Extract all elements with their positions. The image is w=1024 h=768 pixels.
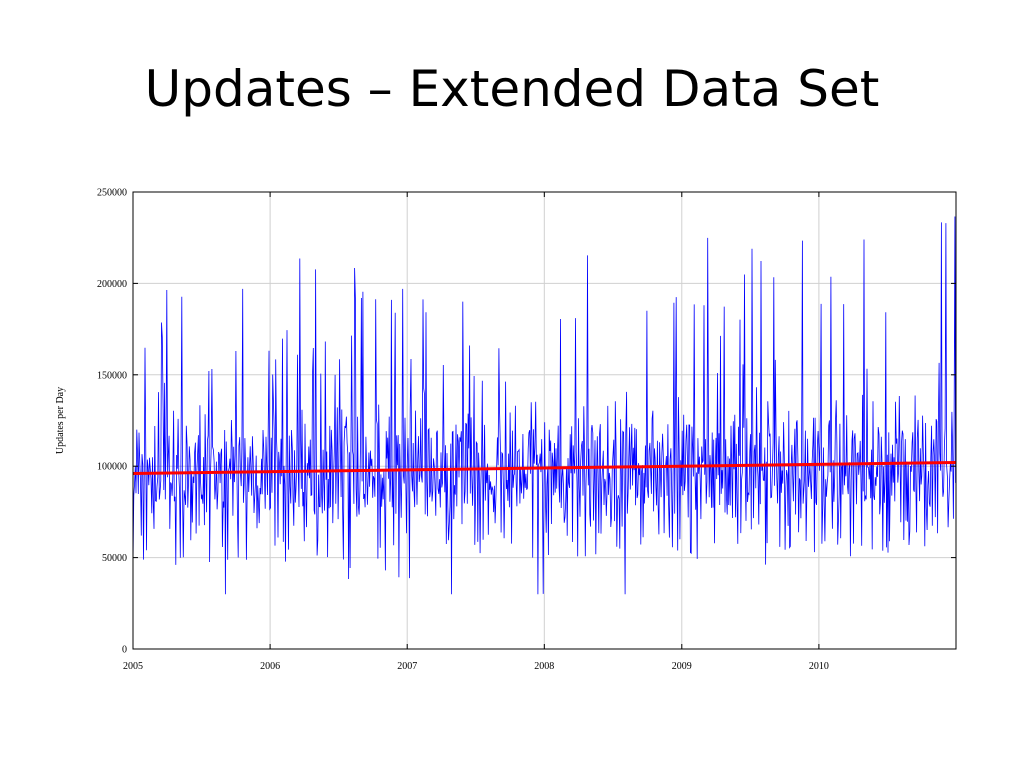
x-tick-label: 2009 <box>672 661 692 672</box>
y-tick-label: 250000 <box>97 188 127 199</box>
y-tick-label: 150000 <box>97 370 127 381</box>
y-tick-label: 200000 <box>97 279 127 290</box>
grid <box>133 192 956 649</box>
y-tick-label: 0 <box>122 645 127 656</box>
y-tick-label: 50000 <box>102 553 127 564</box>
y-axis: 0 50000 100000 150000 200000 250000 <box>97 188 956 656</box>
x-tick-label: 2008 <box>534 661 554 672</box>
series-line-trend <box>132 461 957 476</box>
slide-title: Updates – Extended Data Set <box>144 60 880 118</box>
x-tick-label: 2006 <box>260 661 280 672</box>
y-tick-label: 100000 <box>97 462 127 473</box>
x-axis: 2005 2006 2007 2008 2009 2010 <box>123 192 829 672</box>
x-tick-label: 2010 <box>809 661 829 672</box>
x-tick-label: 2007 <box>397 661 417 672</box>
series-line-daily-updates <box>132 216 956 595</box>
x-tick-label: 2005 <box>123 661 143 672</box>
y-axis-label: Updates per Day <box>55 387 66 454</box>
